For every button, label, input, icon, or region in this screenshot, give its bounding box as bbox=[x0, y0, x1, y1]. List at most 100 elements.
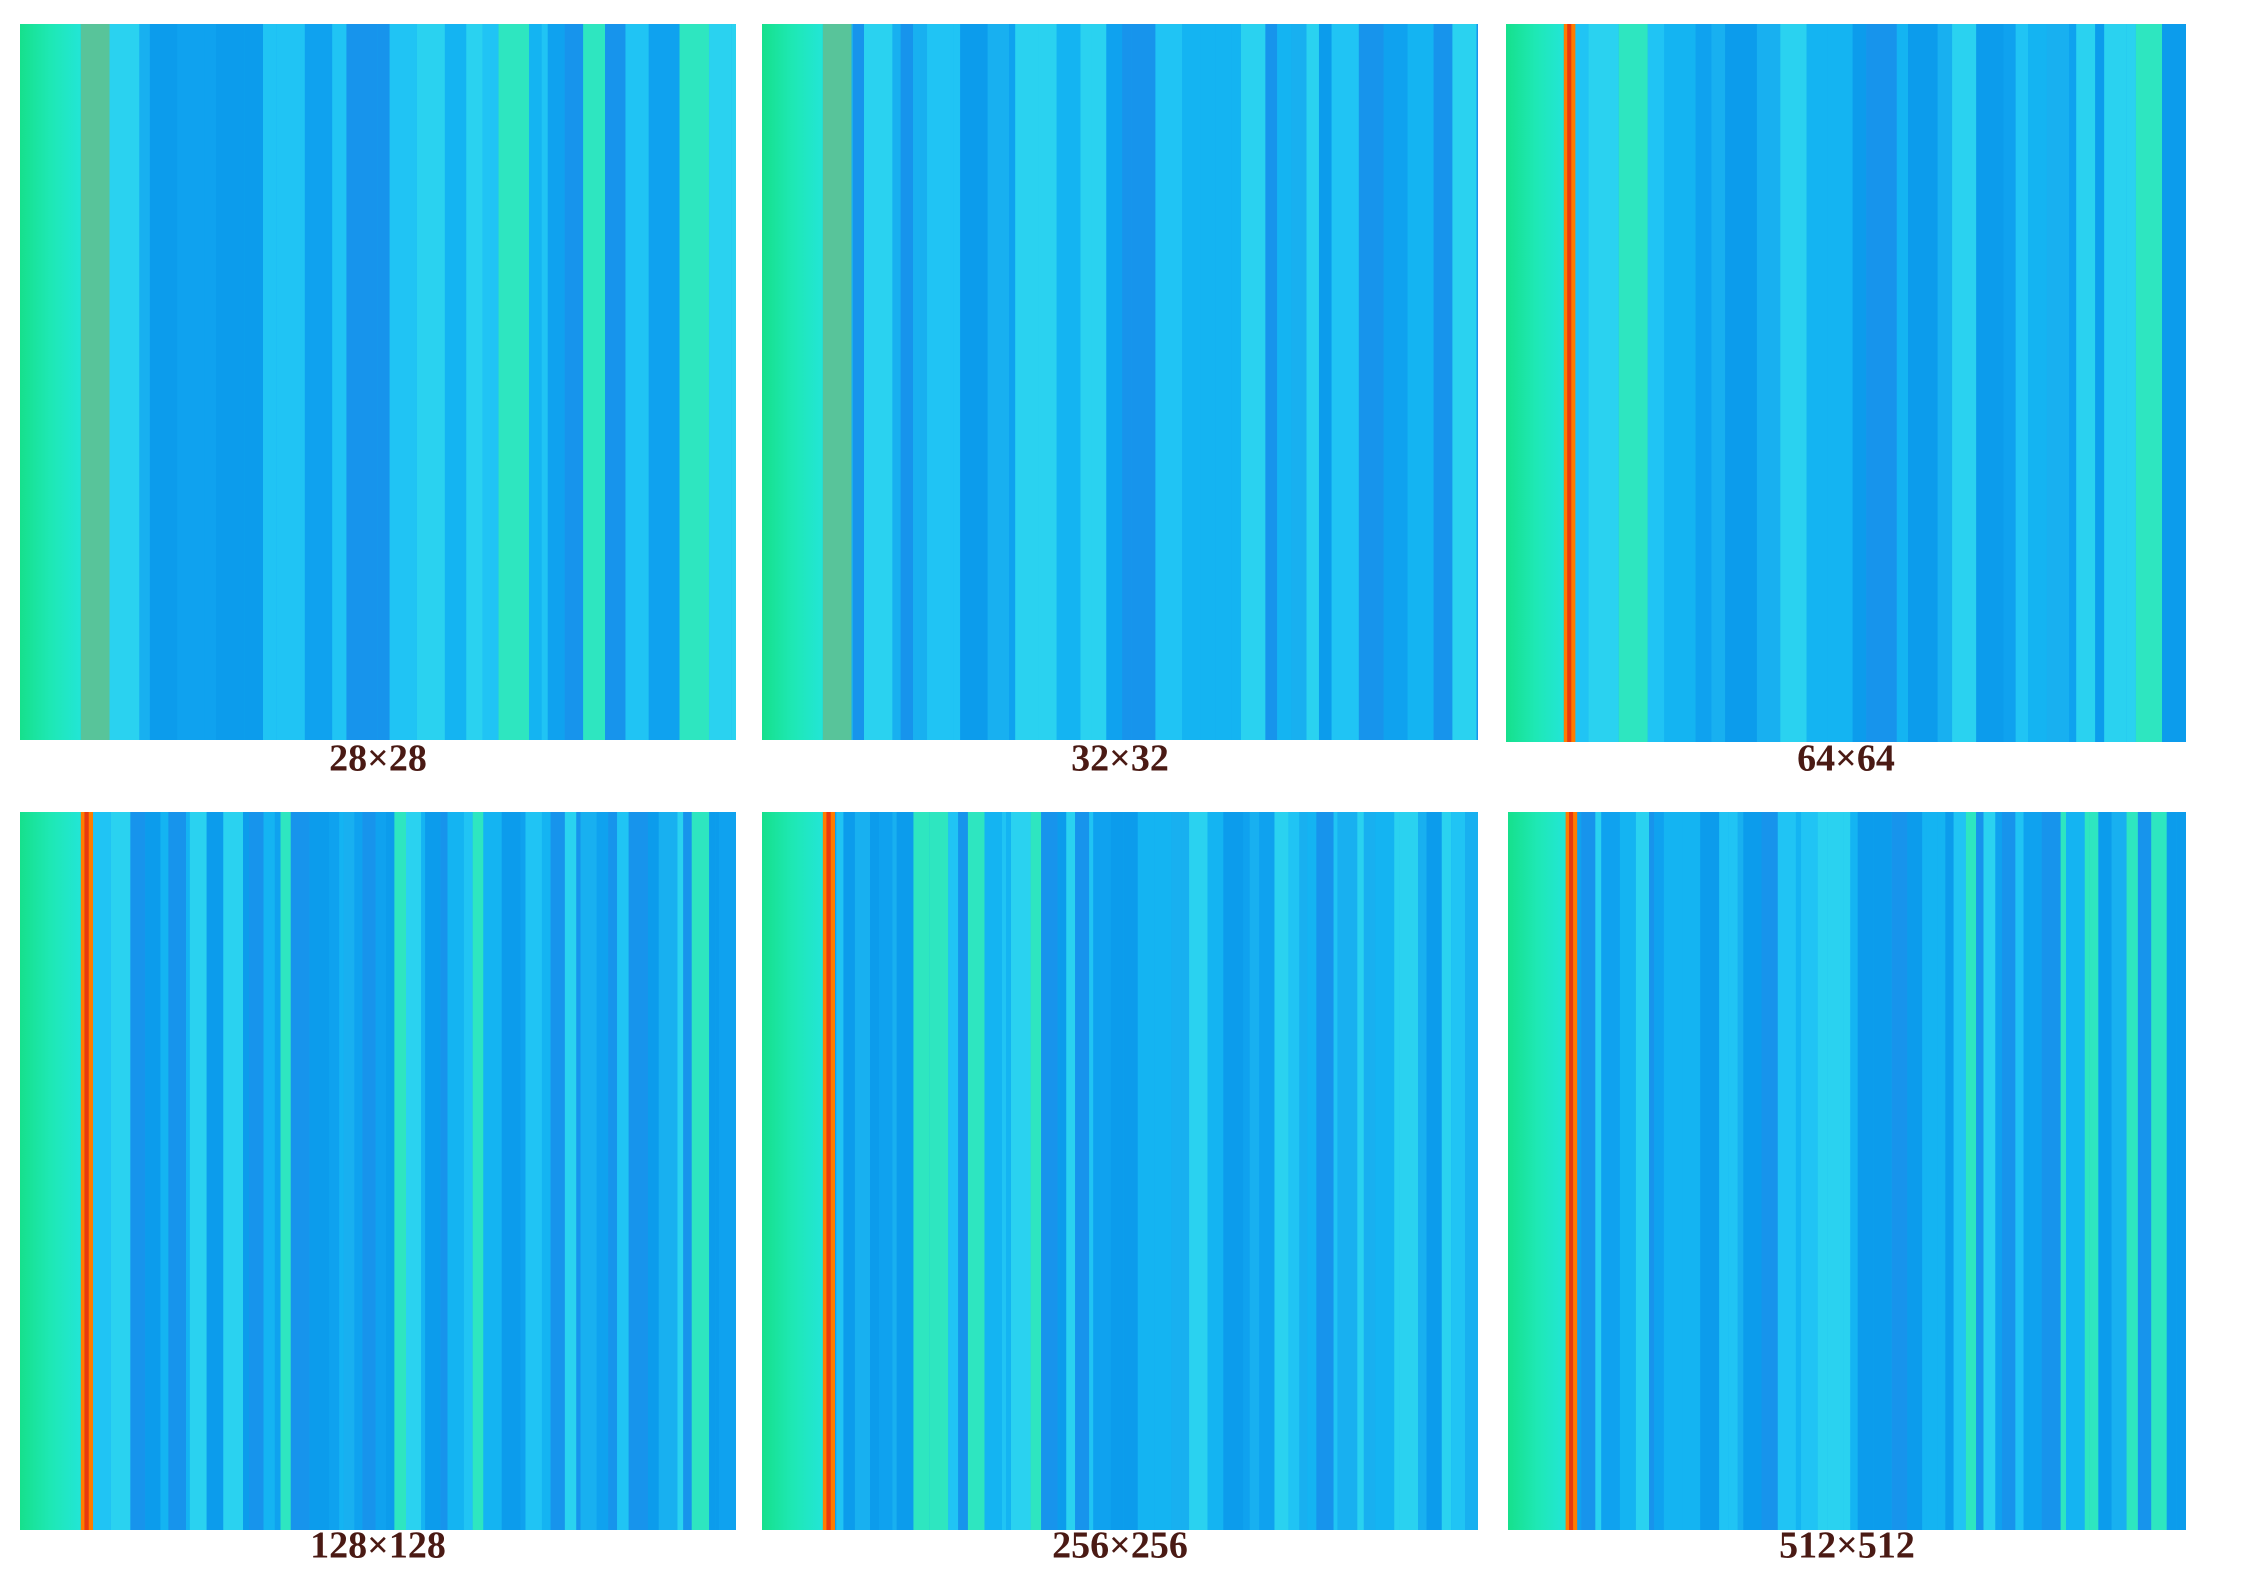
stripe bbox=[343, 812, 355, 1530]
stripe bbox=[107, 24, 140, 740]
caption: 512×512 bbox=[1779, 1525, 1915, 1567]
panel bbox=[20, 24, 736, 740]
stripe bbox=[2003, 24, 2016, 742]
stripe bbox=[564, 24, 584, 740]
stripe bbox=[1965, 812, 1977, 1530]
stripe bbox=[139, 24, 150, 740]
stripe bbox=[2060, 812, 2067, 1530]
stripe bbox=[1041, 812, 1058, 1530]
stripe bbox=[1476, 24, 1478, 740]
stripe bbox=[605, 24, 626, 740]
stripe bbox=[1983, 812, 1996, 1530]
stripe bbox=[339, 812, 344, 1530]
stripe bbox=[386, 812, 395, 1530]
stripe bbox=[482, 24, 499, 740]
stripe bbox=[1953, 812, 1966, 1530]
stripe bbox=[346, 24, 378, 740]
stripe bbox=[1852, 24, 1867, 742]
stripe bbox=[929, 812, 949, 1530]
stripe bbox=[149, 24, 178, 740]
stripe bbox=[1080, 24, 1092, 740]
stripe bbox=[1451, 812, 1466, 1530]
stripe bbox=[1801, 812, 1818, 1530]
stripe bbox=[498, 24, 530, 740]
stripe bbox=[648, 24, 680, 740]
stripe bbox=[1106, 24, 1123, 740]
olive-stripe bbox=[80, 24, 110, 740]
stripe bbox=[2135, 24, 2163, 742]
stripe bbox=[896, 812, 914, 1530]
panel bbox=[1508, 812, 2186, 1530]
stripe bbox=[463, 812, 473, 1530]
stripe bbox=[1756, 24, 1781, 742]
stripe bbox=[1635, 812, 1650, 1530]
stripe bbox=[329, 812, 340, 1530]
stripe bbox=[1426, 812, 1442, 1530]
left-band bbox=[20, 812, 81, 1530]
caption: 28×28 bbox=[329, 738, 427, 780]
stripe bbox=[913, 812, 930, 1530]
stripe bbox=[1383, 24, 1408, 740]
stripe bbox=[1291, 24, 1307, 740]
stripe bbox=[863, 24, 893, 740]
stripe bbox=[204, 24, 217, 740]
stripe bbox=[1761, 812, 1778, 1530]
stripe bbox=[304, 24, 333, 740]
panel bbox=[762, 24, 1478, 740]
stripe bbox=[421, 812, 426, 1530]
stripe bbox=[1588, 24, 1619, 742]
caption: 128×128 bbox=[310, 1525, 446, 1567]
stripe bbox=[1619, 812, 1636, 1530]
stripe bbox=[2166, 812, 2177, 1530]
stripe bbox=[1595, 812, 1602, 1530]
stripe bbox=[177, 24, 205, 740]
stripe bbox=[541, 24, 548, 740]
stripe bbox=[1288, 812, 1300, 1530]
stripe bbox=[547, 24, 565, 740]
stripe bbox=[1647, 24, 1665, 742]
stripe bbox=[731, 24, 736, 740]
stripe bbox=[380, 812, 387, 1530]
panel bbox=[20, 812, 736, 1530]
stripe bbox=[332, 24, 347, 740]
stripe bbox=[1873, 812, 1892, 1530]
stripe bbox=[967, 812, 985, 1530]
stripe bbox=[984, 812, 1002, 1530]
stripe bbox=[2111, 812, 2127, 1530]
stripe bbox=[1131, 24, 1156, 740]
stripe bbox=[2126, 812, 2138, 1530]
stripe bbox=[853, 24, 864, 740]
red-core bbox=[1569, 812, 1574, 1530]
stripe bbox=[1358, 24, 1384, 740]
stripe bbox=[2015, 24, 2029, 742]
stripe bbox=[377, 24, 390, 740]
left-band bbox=[1508, 812, 1566, 1530]
stripe bbox=[1333, 812, 1338, 1530]
stripe bbox=[1375, 812, 1395, 1530]
stripe bbox=[878, 812, 893, 1530]
stripe bbox=[223, 812, 244, 1530]
stripe bbox=[1010, 812, 1031, 1530]
stripe bbox=[2015, 812, 2024, 1530]
stripe bbox=[1038, 24, 1057, 740]
caption: 256×256 bbox=[1052, 1525, 1188, 1567]
stripe bbox=[1976, 24, 2004, 742]
stripe bbox=[1274, 812, 1289, 1530]
stripe bbox=[1223, 812, 1244, 1530]
stripe bbox=[1976, 812, 1984, 1530]
stripe bbox=[1682, 812, 1701, 1530]
stripe bbox=[854, 812, 871, 1530]
stripe bbox=[1394, 812, 1400, 1530]
stripe bbox=[160, 812, 169, 1530]
stripe bbox=[1896, 24, 1909, 742]
stripe bbox=[1581, 812, 1596, 1530]
stripe bbox=[1663, 812, 1683, 1530]
stripe bbox=[1945, 812, 1954, 1530]
stripe bbox=[1952, 24, 1977, 742]
stripe bbox=[1777, 812, 1796, 1530]
stripe bbox=[679, 24, 710, 740]
stripe bbox=[1728, 812, 1738, 1530]
stripe bbox=[92, 812, 111, 1530]
stripe bbox=[1866, 24, 1897, 742]
stripe bbox=[1433, 24, 1453, 740]
